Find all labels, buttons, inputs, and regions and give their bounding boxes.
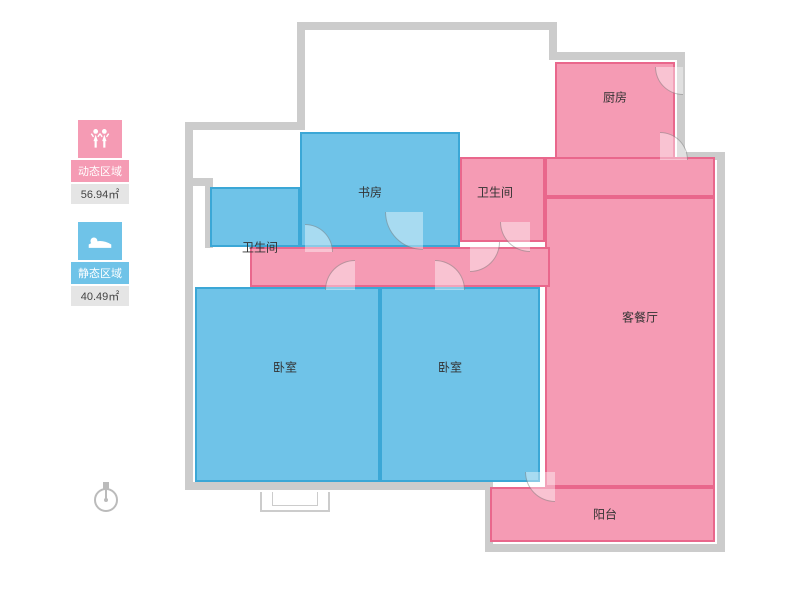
room-label-bathroom1: 卫生间 <box>242 239 278 256</box>
room-hall_top <box>545 157 715 197</box>
window-inner <box>272 492 318 506</box>
wall <box>185 122 305 130</box>
legend-dynamic-label: 动态区域 <box>71 160 129 182</box>
room-label-kitchen: 厨房 <box>603 89 627 106</box>
room-label-bedroom1: 卧室 <box>273 359 297 376</box>
wall <box>185 482 493 490</box>
room-label-balcony: 阳台 <box>593 506 617 523</box>
sleep-icon <box>78 222 122 260</box>
wall <box>717 152 725 552</box>
room-label-bedroom2: 卧室 <box>438 359 462 376</box>
room-bedroom2 <box>380 287 540 482</box>
room-label-living: 客餐厅 <box>622 309 658 326</box>
wall <box>297 22 557 30</box>
legend-static-value: 40.49㎡ <box>71 286 129 306</box>
room-label-bathroom2: 卫生间 <box>477 184 513 201</box>
compass-icon <box>92 480 120 519</box>
room-corridor <box>250 247 550 287</box>
legend-static-label: 静态区域 <box>71 262 129 284</box>
wall <box>297 22 305 130</box>
wall <box>549 52 684 60</box>
people-icon <box>78 120 122 158</box>
room-label-study: 书房 <box>358 184 382 201</box>
floorplan: 厨房卫生间客餐厅阳台书房卫生间卧室卧室 <box>185 22 755 582</box>
legend: 动态区域 56.94㎡ 静态区域 40.49㎡ <box>70 120 130 324</box>
room-living <box>545 197 715 487</box>
wall <box>485 544 725 552</box>
room-bedroom1 <box>195 287 380 482</box>
legend-dynamic-value: 56.94㎡ <box>71 184 129 204</box>
legend-static: 静态区域 40.49㎡ <box>70 222 130 306</box>
legend-dynamic: 动态区域 56.94㎡ <box>70 120 130 204</box>
